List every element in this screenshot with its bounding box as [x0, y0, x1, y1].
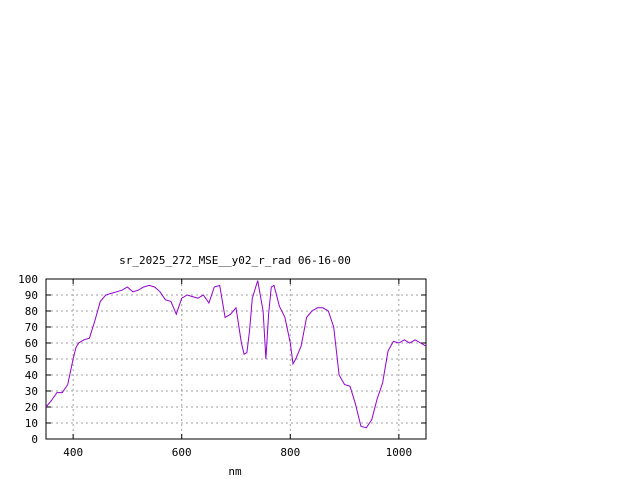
y-tick-label: 90 — [25, 289, 38, 302]
chart-title: sr_2025_272_MSE__y02_r_rad 06-16-00 — [119, 254, 351, 267]
y-tick-label: 70 — [25, 321, 38, 334]
y-tick-label: 40 — [25, 369, 38, 382]
x-axis: 400 600 800 1000 — [63, 279, 412, 459]
y-tick-label: 20 — [25, 401, 38, 414]
grid-lines — [46, 279, 426, 439]
y-tick-label: 0 — [31, 433, 38, 446]
series-line — [45, 280, 427, 429]
x-tick-label: 800 — [280, 446, 300, 459]
x-tick-label: 1000 — [386, 446, 413, 459]
x-axis-label: nm — [228, 465, 242, 478]
x-tick-label: 600 — [172, 446, 192, 459]
y-tick-label: 10 — [25, 417, 38, 430]
x-tick-label: 400 — [63, 446, 83, 459]
y-tick-label: 50 — [25, 353, 38, 366]
y-tick-label: 80 — [25, 305, 38, 318]
y-tick-label: 30 — [25, 385, 38, 398]
y-axis: 0 10 20 30 40 50 60 70 80 90 100 — [18, 273, 426, 446]
y-tick-label: 60 — [25, 337, 38, 350]
y-tick-label: 100 — [18, 273, 38, 286]
